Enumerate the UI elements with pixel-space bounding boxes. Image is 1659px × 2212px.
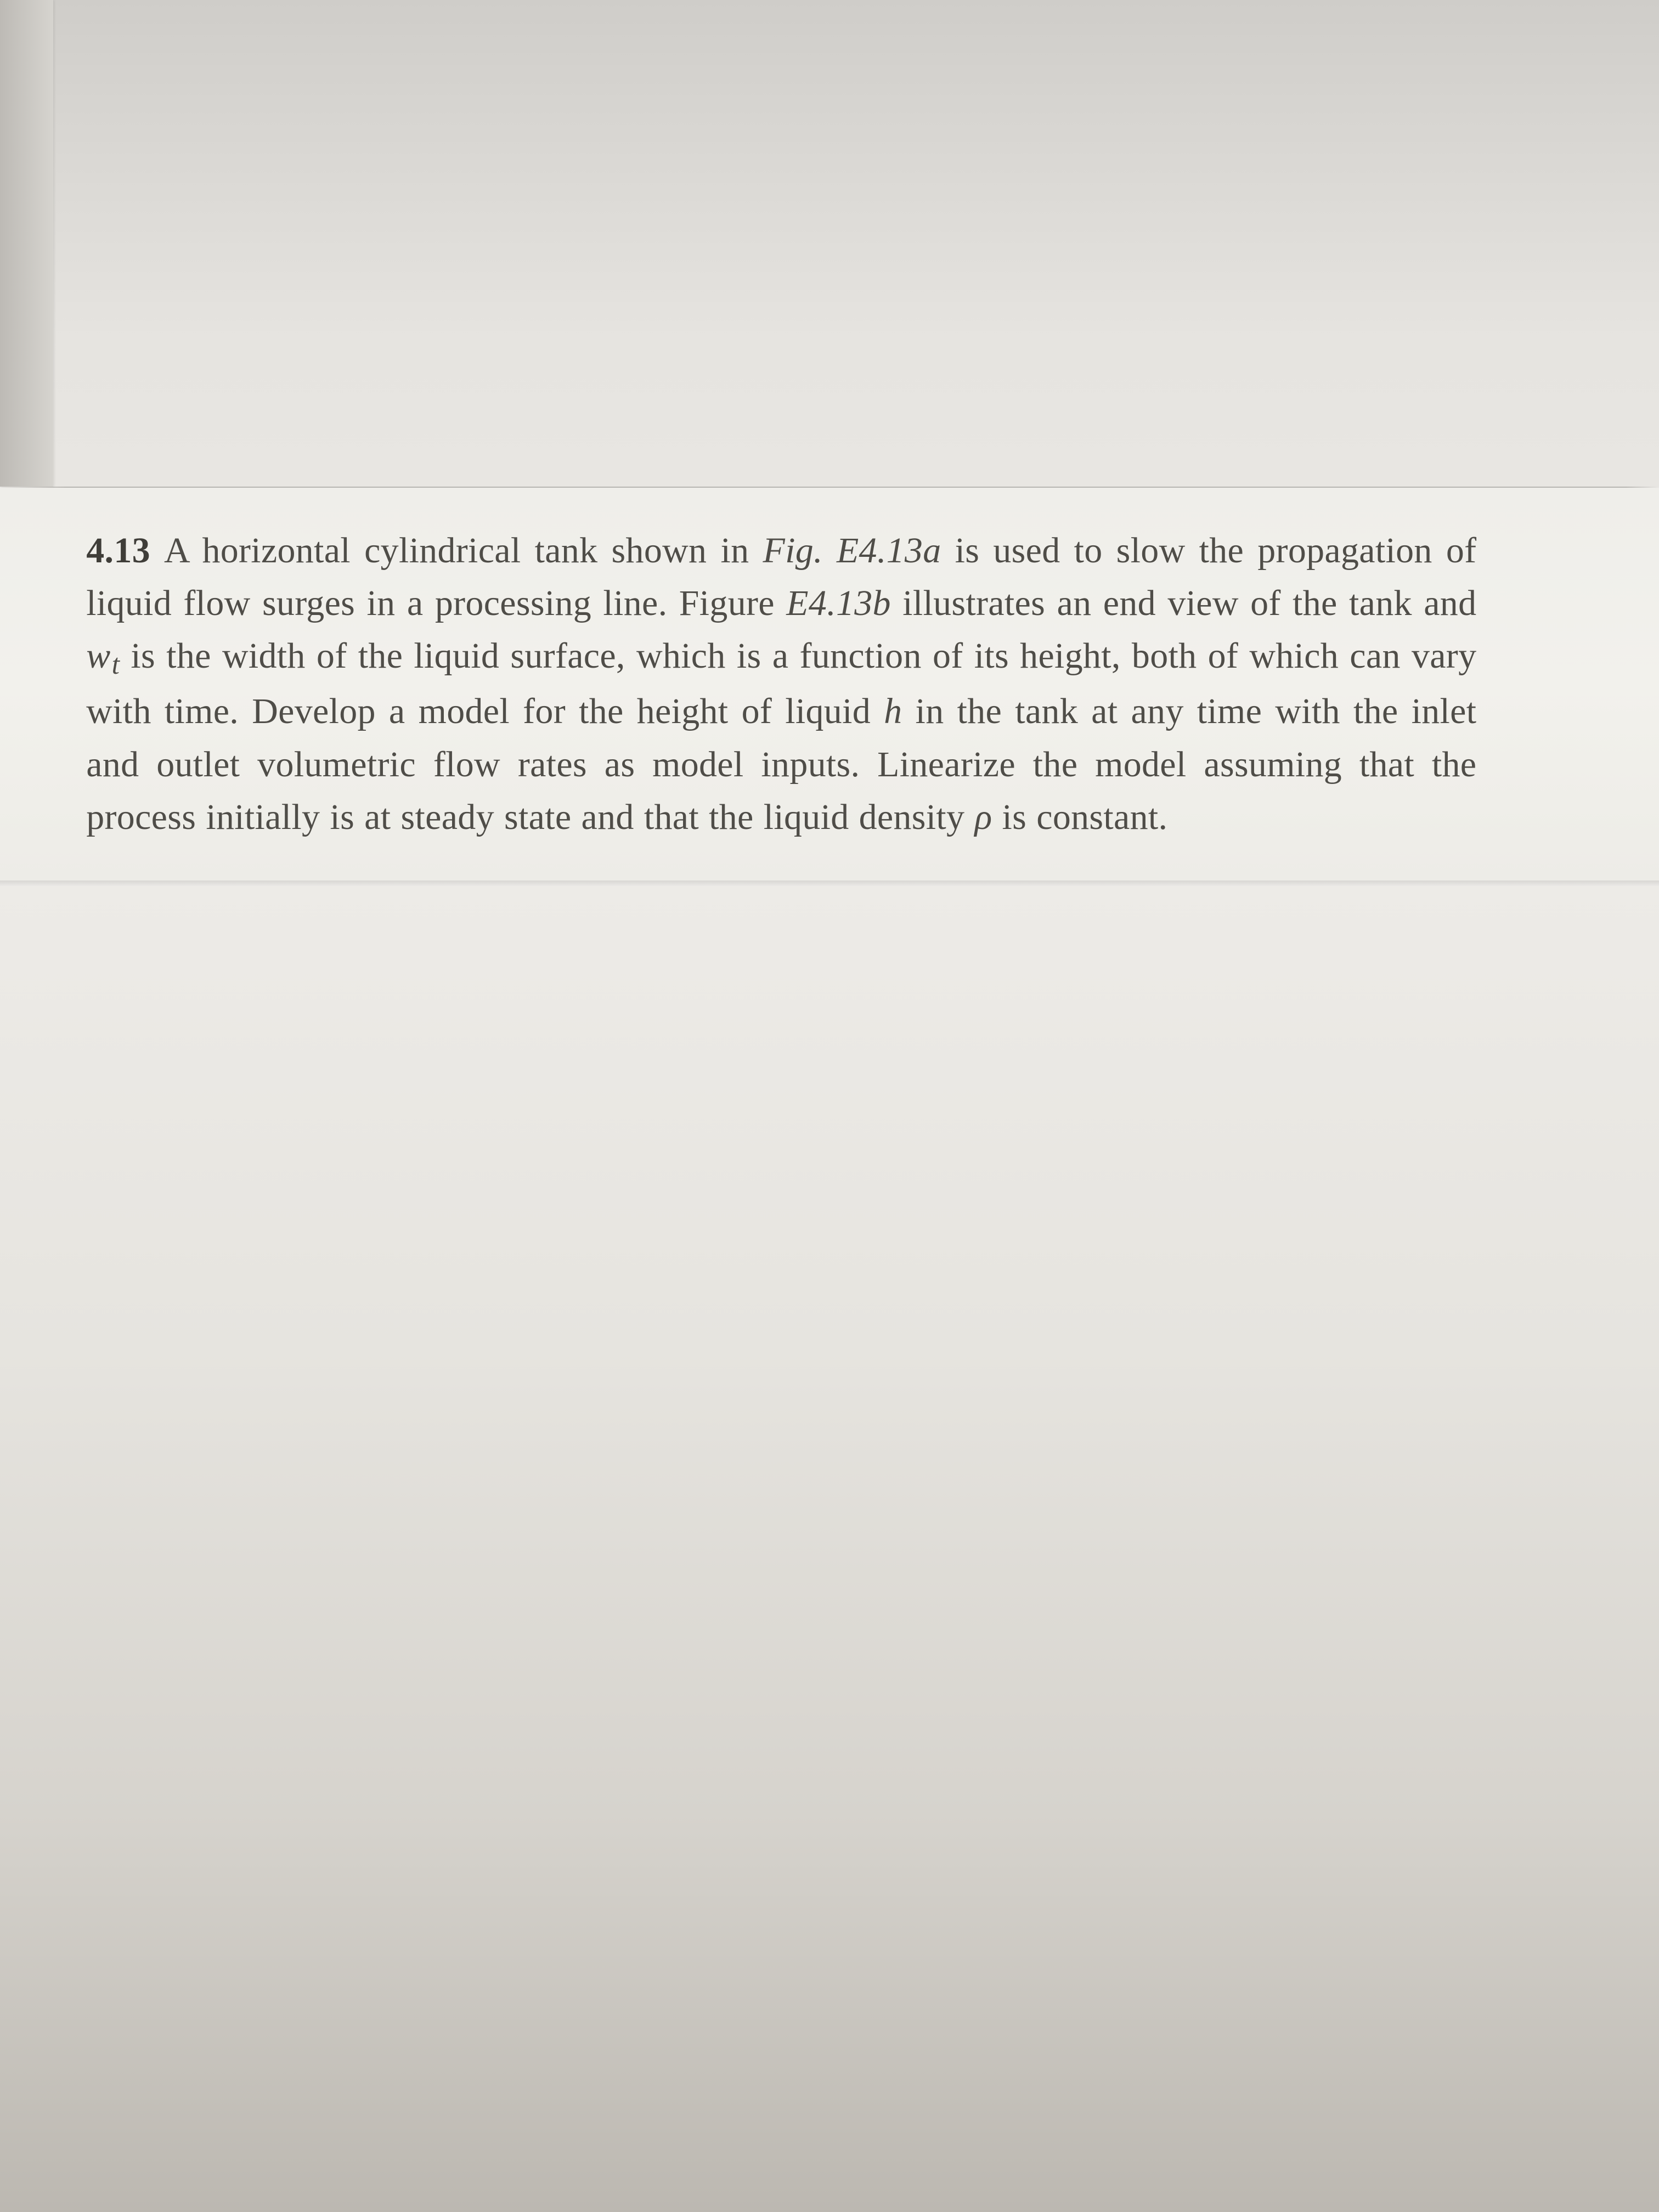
variable-rho: ρ bbox=[974, 797, 992, 837]
subscript-t: t bbox=[112, 649, 120, 680]
problem-text: 4.13 A horizontal cylindrical tank shown… bbox=[86, 524, 1476, 844]
problem-paragraph-container: 4.13 A horizontal cylindrical tank shown… bbox=[0, 488, 1659, 881]
text-segment-3: illustrates an end view of the tank and bbox=[891, 583, 1477, 623]
figure-ref-2-prefix: Figure bbox=[679, 583, 786, 623]
page-lower-margin bbox=[0, 886, 1659, 2212]
text-segment-1: A horizontal cylindrical tank shown in bbox=[164, 531, 763, 571]
page-upper-margin bbox=[0, 0, 1659, 487]
figure-ref-1: Fig. E4.13a bbox=[763, 531, 941, 571]
variable-w: w bbox=[86, 636, 110, 676]
variable-h: h bbox=[884, 691, 902, 731]
fold-shadow bbox=[0, 881, 1659, 886]
text-segment-6: is constant. bbox=[992, 797, 1167, 837]
problem-number: 4.13 bbox=[86, 531, 150, 571]
figure-ref-2: E4.13b bbox=[786, 583, 891, 623]
